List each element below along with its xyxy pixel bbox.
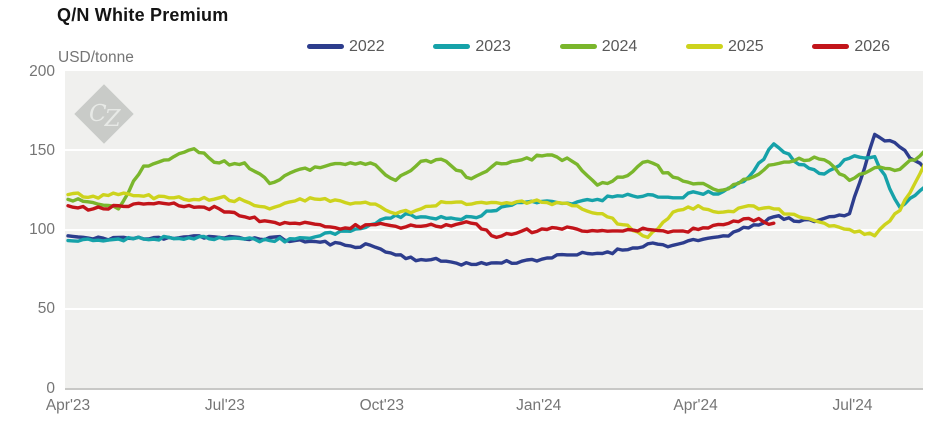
legend-swatch-2026 bbox=[812, 44, 850, 49]
y-tick-label-50: 50 bbox=[37, 300, 55, 318]
legend-label-2026: 2026 bbox=[854, 38, 890, 55]
legend-swatch-2023 bbox=[433, 44, 471, 49]
series-lines-layer bbox=[66, 132, 923, 267]
chart-title: Q/N White Premium bbox=[57, 5, 229, 25]
legend-item-2025: 2025 bbox=[686, 38, 764, 55]
gridline-100 bbox=[65, 228, 923, 231]
series-line-2026 bbox=[66, 200, 776, 240]
y-tick-label-100: 100 bbox=[29, 221, 55, 238]
legend-swatch-2025 bbox=[686, 44, 724, 49]
gridline-150 bbox=[65, 149, 923, 152]
x-tick-label-Jul'24: Jul'24 bbox=[832, 397, 873, 414]
y-tick-label-0: 0 bbox=[46, 379, 55, 397]
legend-swatch-2024 bbox=[559, 44, 597, 49]
series-line-2022 bbox=[66, 132, 923, 267]
series-line-2024 bbox=[66, 146, 923, 211]
legend-swatch-2022 bbox=[307, 44, 344, 49]
legend-item-2023: 2023 bbox=[433, 38, 511, 55]
x-tick-label-Jan'24: Jan'24 bbox=[516, 397, 562, 414]
legend-label-2024: 2024 bbox=[601, 38, 638, 55]
series-line-2025 bbox=[66, 163, 923, 240]
legend-label-2025: 2025 bbox=[728, 38, 764, 55]
gridline-50 bbox=[65, 307, 923, 310]
x-tick-label-Apr'23: Apr'23 bbox=[45, 397, 91, 414]
x-tick-label-Apr'24: Apr'24 bbox=[673, 397, 718, 414]
y-axis-unit-label: USD/tonne bbox=[58, 49, 134, 66]
legend-item-2024: 2024 bbox=[559, 38, 638, 55]
legend: 2022 2023 2024 2025 2026 bbox=[307, 38, 890, 55]
legend-item-2026: 2026 bbox=[812, 38, 890, 55]
legend-label-2023: 2023 bbox=[475, 38, 511, 55]
series-line-2023 bbox=[66, 142, 923, 244]
y-tick-label-200: 200 bbox=[29, 62, 55, 80]
legend-item-2022: 2022 bbox=[307, 38, 385, 55]
x-tick-label-Jul'23: Jul'23 bbox=[204, 397, 245, 414]
y-tick-label-150: 150 bbox=[29, 141, 55, 159]
legend-label-2022: 2022 bbox=[349, 38, 385, 55]
x-tick-label-Oct'23: Oct'23 bbox=[359, 397, 404, 414]
